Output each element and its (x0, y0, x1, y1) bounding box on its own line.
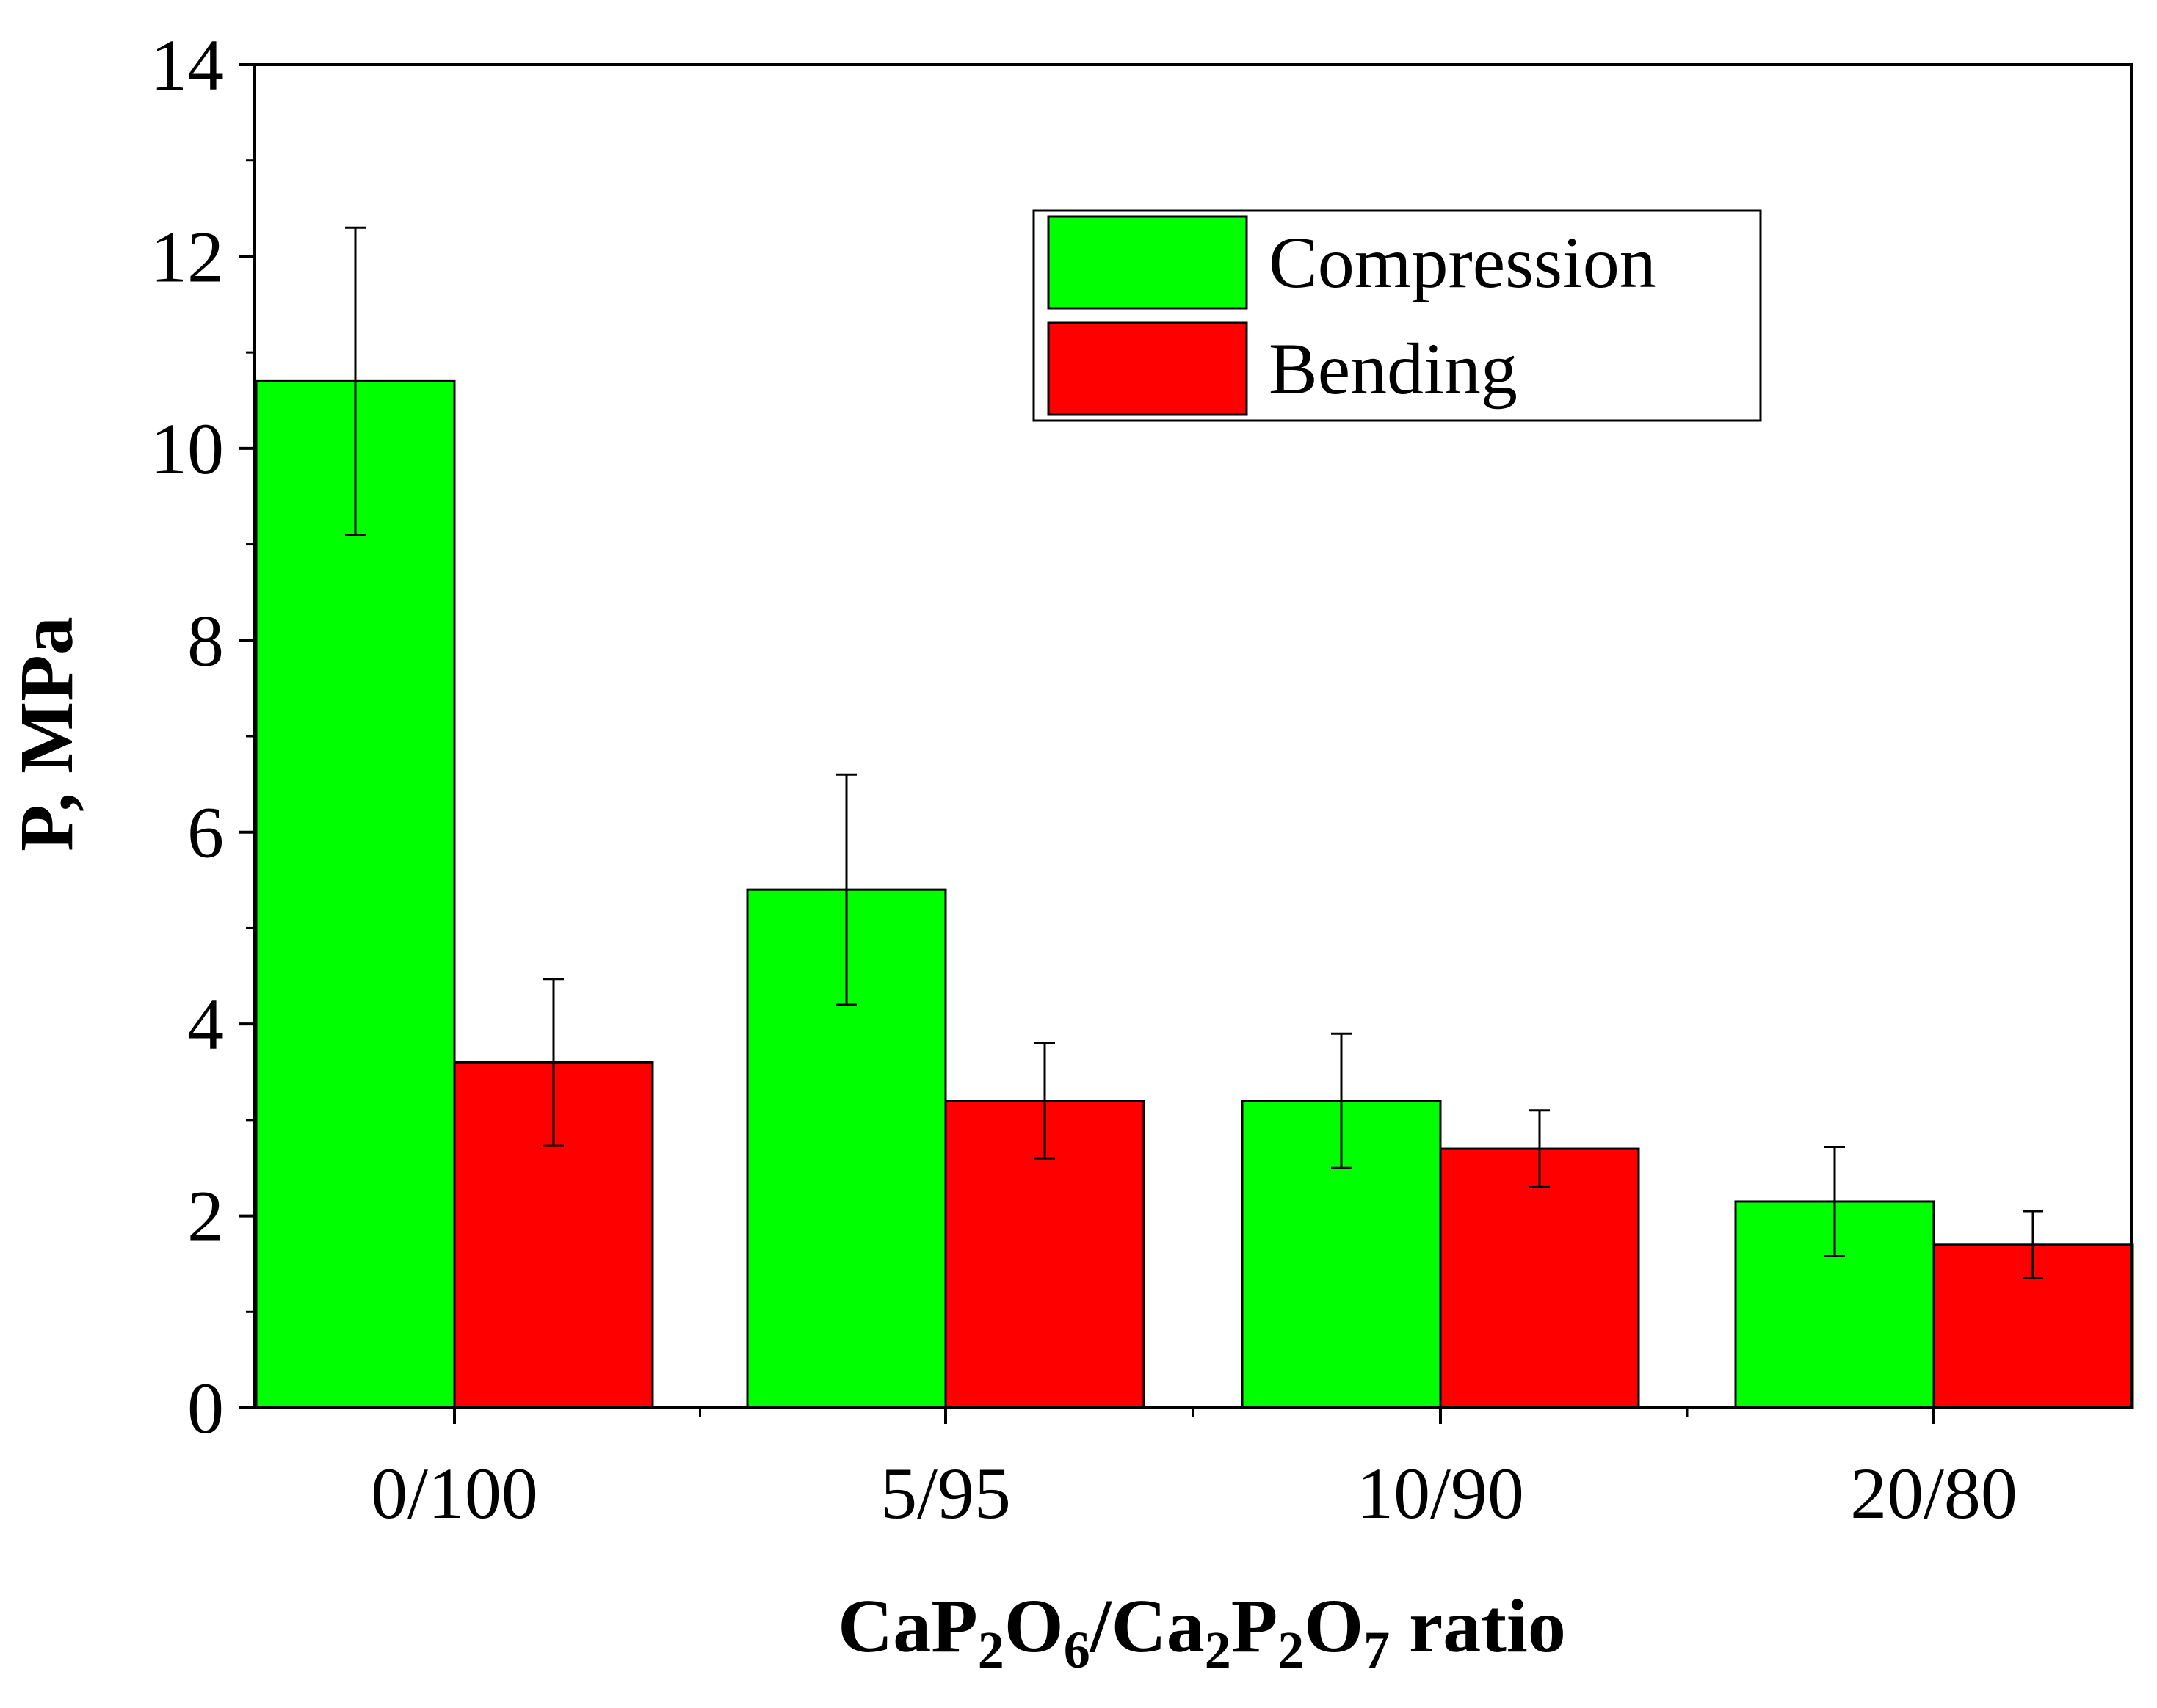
error-bar-compression-3 (1824, 1145, 1845, 1257)
legend: Compression Bending (1032, 209, 1762, 422)
legend-label-bending: Bending (1269, 328, 1518, 410)
y-tick-label: 4 (187, 984, 224, 1065)
legend-items: Compression Bending (1047, 215, 1656, 416)
legend-swatch-bending (1047, 321, 1248, 416)
y-tick-label: 2 (187, 1176, 224, 1257)
error-bars-layer (345, 226, 2043, 1280)
error-bar-bending-1 (1034, 1042, 1055, 1160)
y-tick-label: 8 (187, 600, 224, 681)
x-tick-label: 20/80 (1850, 1453, 2018, 1534)
bars-layer (255, 379, 2134, 1409)
y-tick-label: 6 (187, 792, 224, 873)
error-bar-compression-1 (836, 773, 857, 1006)
x-axis-title: CaP2O6/Ca2P2O7 ratio (838, 1584, 1566, 1679)
legend-swatch-compression (1047, 215, 1248, 310)
legend-label-compression: Compression (1269, 222, 1656, 303)
y-tick-label: 12 (151, 216, 224, 297)
x-tick-label: 0/100 (371, 1453, 538, 1534)
y-axis-title: P, MPa (4, 617, 89, 851)
x-tick-label: 5/95 (880, 1453, 1011, 1534)
error-bar-compression-0 (345, 226, 366, 536)
error-bar-bending-2 (1529, 1109, 1550, 1188)
y-tick-label: 0 (187, 1367, 224, 1449)
x-tick-label: 10/90 (1357, 1453, 1524, 1534)
error-bar-bending-0 (543, 978, 564, 1147)
axes-layer (239, 63, 2133, 1424)
error-bar-bending-3 (2023, 1210, 2043, 1280)
y-tick-label: 10 (151, 408, 224, 490)
tick-labels-layer: 0 2 4 6 8 10 12 14 0/100 5/95 10/90 20/80 (151, 24, 2018, 1534)
bar-compression-0 (255, 379, 456, 1409)
y-tick-label: 14 (151, 24, 224, 106)
error-bar-compression-2 (1331, 1032, 1352, 1169)
